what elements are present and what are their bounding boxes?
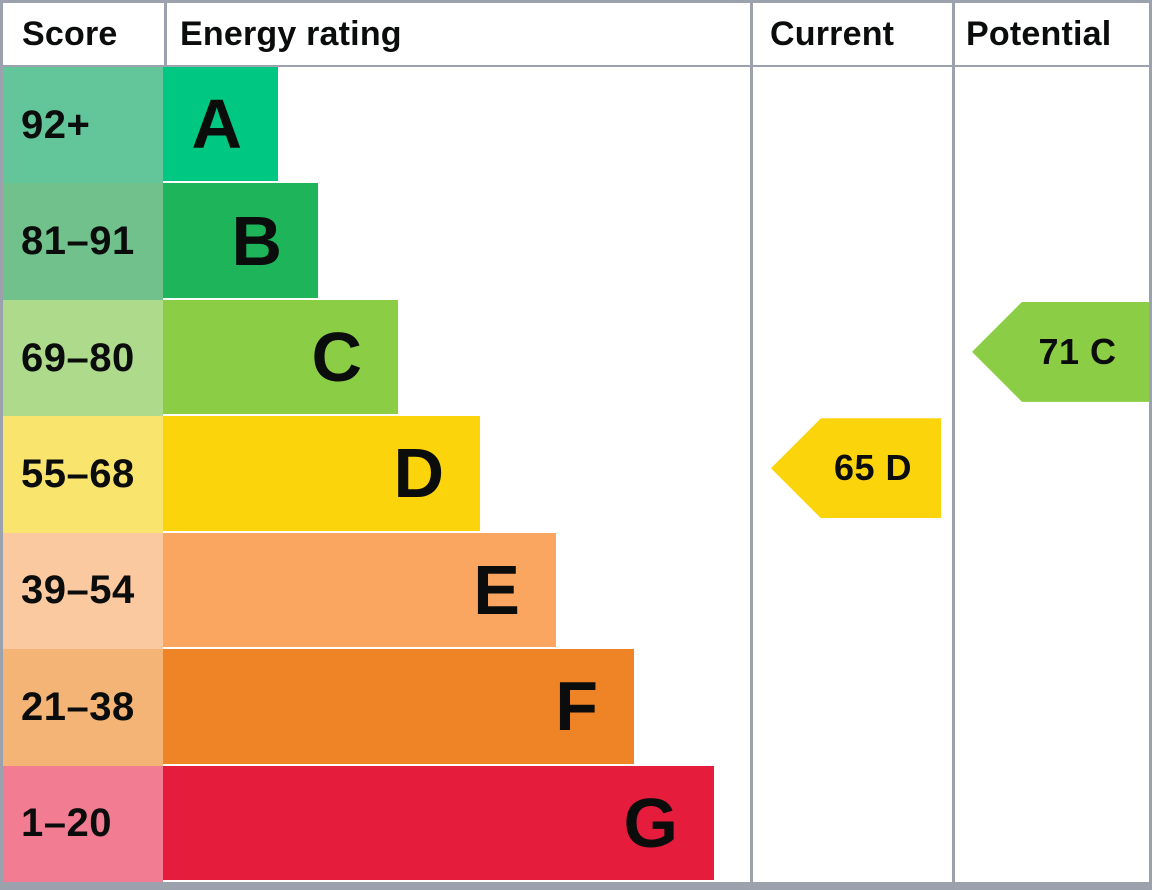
score-range-c: 69–80 — [3, 299, 163, 417]
rating-bar-a: A — [163, 67, 278, 182]
rating-bar-b: B — [163, 183, 318, 298]
divider-score-rating — [164, 3, 167, 65]
score-range-b: 81–91 — [3, 183, 163, 300]
divider-current-column — [750, 3, 753, 882]
rating-bands-area: 92+ A 81–91 B 69–80 C 55–68 D 39–54 E 21–38 F 1–20 G — [3, 67, 1149, 882]
band-row-d: 55–68 D — [3, 416, 1149, 533]
header-score: Score — [22, 14, 118, 53]
band-letter-c: C — [311, 318, 362, 397]
score-range-a: 92+ — [3, 67, 163, 184]
rating-bar-g: G — [163, 765, 714, 880]
current-rating-label: 65 D — [833, 447, 913, 489]
band-row-e: 39–54 E — [3, 532, 1149, 650]
rating-bar-e: E — [163, 532, 556, 648]
divider-potential-column — [952, 3, 955, 882]
score-range-f: 21–38 — [3, 649, 163, 766]
band-row-b: 81–91 B — [3, 183, 1149, 300]
band-letter-b: B — [231, 201, 282, 280]
score-range-g: 1–20 — [3, 765, 163, 882]
rating-bar-d: D — [163, 416, 480, 531]
rating-bar-c: C — [163, 299, 398, 415]
header-potential: Potential — [966, 14, 1112, 53]
band-row-a: 92+ A — [3, 67, 1149, 184]
band-row-c: 69–80 C — [3, 299, 1149, 417]
score-range-d: 55–68 — [3, 416, 163, 533]
potential-rating-label: 71 C — [1038, 330, 1117, 372]
band-row-g: 1–20 G — [3, 765, 1149, 882]
header-current: Current — [770, 14, 895, 53]
band-letter-d: D — [393, 434, 444, 513]
score-range-e: 39–54 — [3, 532, 163, 650]
rating-bar-f: F — [163, 649, 634, 764]
band-letter-e: E — [473, 550, 520, 629]
band-letter-g: G — [623, 783, 678, 862]
header-row: Score Energy rating Current Potential — [3, 3, 1149, 67]
band-letter-f: F — [555, 667, 598, 746]
band-row-f: 21–38 F — [3, 649, 1149, 766]
header-energy-rating: Energy rating — [180, 14, 402, 53]
band-letter-a: A — [191, 85, 242, 164]
